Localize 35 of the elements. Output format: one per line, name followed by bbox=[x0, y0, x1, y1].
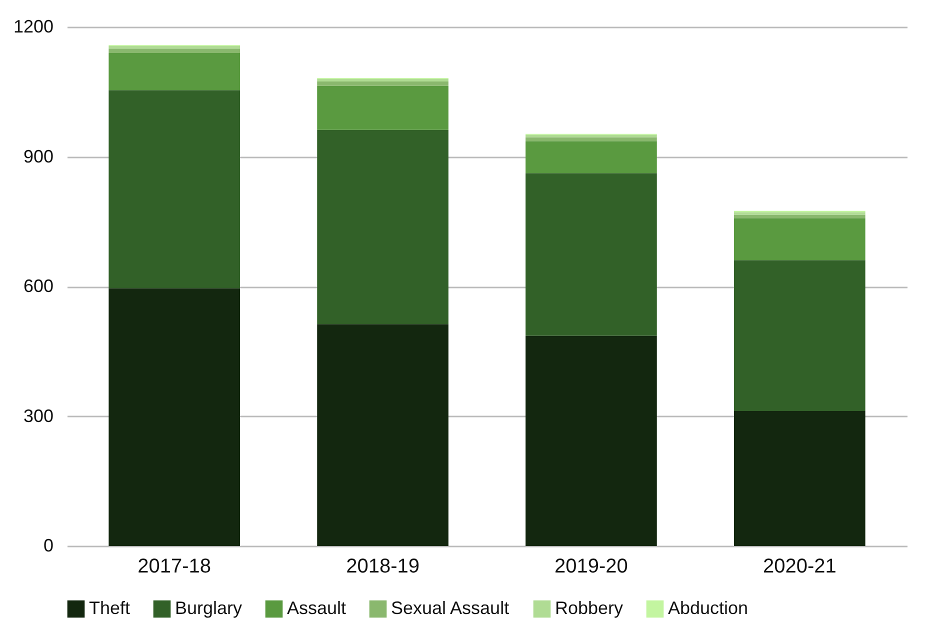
bar bbox=[526, 134, 657, 138]
bar bbox=[108, 46, 240, 49]
bar bbox=[734, 214, 866, 218]
bar bbox=[526, 141, 657, 174]
y-tick-label: 0 bbox=[43, 536, 54, 556]
bar bbox=[317, 81, 448, 86]
bar bbox=[734, 212, 866, 215]
bar bbox=[734, 260, 866, 412]
bar bbox=[108, 52, 240, 90]
bar bbox=[317, 130, 448, 324]
x-tick-label: 2019-20 bbox=[554, 556, 628, 578]
x-tick-label: 2018-19 bbox=[346, 556, 420, 578]
bar bbox=[317, 78, 448, 82]
bar bbox=[734, 218, 866, 260]
legend-label: Sexual Assault bbox=[391, 598, 510, 618]
y-tick-label: 300 bbox=[23, 406, 54, 426]
bar bbox=[108, 48, 240, 53]
bar bbox=[526, 173, 657, 336]
y-tick-label: 1200 bbox=[13, 16, 54, 36]
x-tick-label: 2017-18 bbox=[138, 556, 212, 578]
x-tick-label: 2020-21 bbox=[762, 556, 836, 578]
bar bbox=[108, 288, 240, 546]
legend-label: Robbery bbox=[555, 598, 624, 618]
y-tick-label: 600 bbox=[23, 276, 54, 296]
legend-label: Assault bbox=[287, 598, 346, 618]
y-tick-label: 900 bbox=[23, 146, 54, 166]
bar bbox=[734, 411, 866, 546]
legend-label: Burglary bbox=[175, 598, 242, 618]
bar bbox=[317, 86, 448, 130]
bar bbox=[526, 336, 657, 546]
bar bbox=[108, 90, 240, 288]
bar bbox=[526, 137, 657, 142]
bar bbox=[317, 324, 448, 546]
legend-label: Theft bbox=[89, 598, 130, 618]
legend-label: Abduction bbox=[668, 598, 748, 618]
